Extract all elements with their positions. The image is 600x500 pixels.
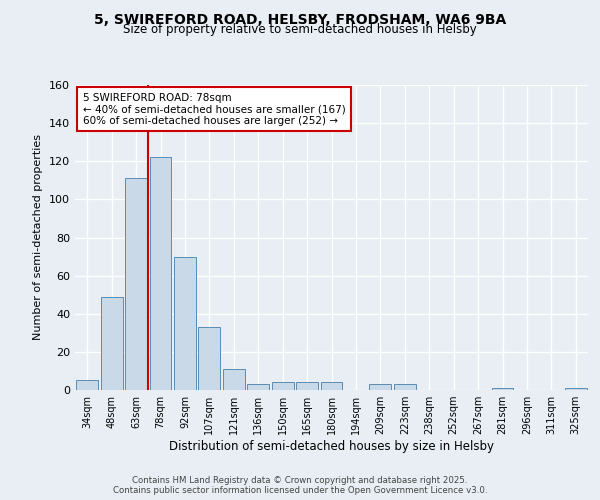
Bar <box>76 380 98 390</box>
X-axis label: Distribution of semi-detached houses by size in Helsby: Distribution of semi-detached houses by … <box>169 440 494 453</box>
Bar <box>101 296 122 390</box>
Bar <box>247 384 269 390</box>
Bar <box>296 382 318 390</box>
Text: 5 SWIREFORD ROAD: 78sqm
← 40% of semi-detached houses are smaller (167)
60% of s: 5 SWIREFORD ROAD: 78sqm ← 40% of semi-de… <box>83 92 346 126</box>
Text: 5, SWIREFORD ROAD, HELSBY, FRODSHAM, WA6 9BA: 5, SWIREFORD ROAD, HELSBY, FRODSHAM, WA6… <box>94 12 506 26</box>
Bar <box>223 369 245 390</box>
Text: Contains HM Land Registry data © Crown copyright and database right 2025.
Contai: Contains HM Land Registry data © Crown c… <box>113 476 487 495</box>
Bar <box>370 384 391 390</box>
Bar <box>491 388 514 390</box>
Bar <box>174 256 196 390</box>
Bar <box>149 158 172 390</box>
Y-axis label: Number of semi-detached properties: Number of semi-detached properties <box>34 134 43 340</box>
Bar <box>394 384 416 390</box>
Bar <box>199 327 220 390</box>
Bar <box>320 382 343 390</box>
Text: Size of property relative to semi-detached houses in Helsby: Size of property relative to semi-detach… <box>123 22 477 36</box>
Bar <box>565 388 587 390</box>
Bar <box>272 382 293 390</box>
Bar <box>125 178 147 390</box>
